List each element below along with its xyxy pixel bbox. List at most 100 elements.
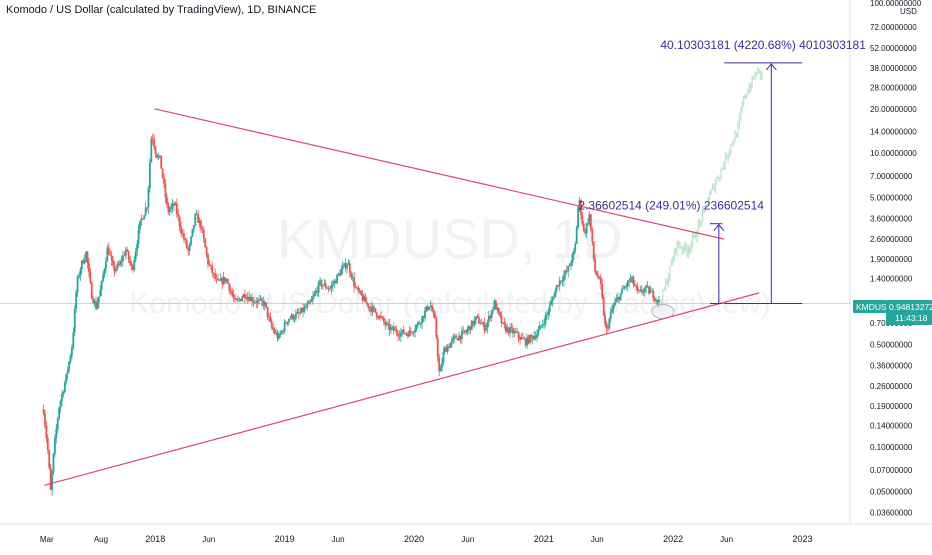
- candle-body: [107, 247, 110, 255]
- candle-body: [382, 317, 385, 322]
- candle-body: [412, 332, 415, 333]
- candle-body: [564, 270, 567, 275]
- candle-body: [381, 317, 384, 318]
- candle-body: [65, 373, 68, 383]
- candle-body: [463, 330, 466, 333]
- candle-body: [245, 298, 248, 300]
- candle-body: [306, 304, 309, 308]
- candle-body: [309, 301, 312, 303]
- candle-body: [313, 293, 316, 297]
- candle-body: [452, 337, 455, 340]
- candle-body: [329, 288, 331, 290]
- candle-body: [578, 200, 581, 207]
- candle-body: [422, 316, 425, 318]
- support-trendline[interactable]: [44, 292, 760, 486]
- candle-body: [526, 336, 528, 346]
- candle-body: [154, 146, 157, 155]
- candle-body: [324, 283, 327, 288]
- candle-body: [479, 323, 482, 325]
- candle-body: [295, 313, 297, 319]
- candle-body: [68, 361, 70, 371]
- candle-body: [122, 255, 124, 262]
- candle-body: [312, 296, 314, 300]
- candle-body: [131, 265, 134, 270]
- candle-body: [134, 251, 137, 260]
- candle-body: [153, 139, 156, 147]
- price-axis-label: 0.50000000: [870, 340, 913, 349]
- trendlines-group[interactable]: [44, 108, 760, 486]
- candle-body: [415, 325, 418, 330]
- candle-body: [140, 218, 143, 221]
- candle-body: [195, 213, 198, 215]
- candle-body: [330, 285, 333, 289]
- candle-body: [272, 327, 275, 330]
- candle-body: [626, 280, 629, 287]
- candle-body: [485, 327, 487, 331]
- candle-body: [597, 275, 599, 279]
- resistance-trendline[interactable]: [154, 108, 725, 240]
- candle-body: [72, 332, 75, 348]
- candle-body: [105, 261, 107, 269]
- candle-body: [496, 307, 499, 310]
- time-axis[interactable]: Mar Aug 2018 Jun 2019 Jun 2020 Jun 2021 Jun 2022 Ju…: [40, 534, 813, 544]
- candle-body: [405, 333, 408, 335]
- candle-body: [183, 233, 185, 240]
- candle-body: [62, 392, 65, 395]
- price-axis-label: 10.00000000: [870, 149, 917, 158]
- candle-body: [120, 261, 123, 262]
- target1-label[interactable]: 2.36602514 (249.01%) 236602514: [578, 199, 764, 213]
- candle-body: [151, 138, 154, 140]
- candle-body: [459, 335, 462, 340]
- candle-body: [548, 304, 551, 312]
- candle-body: [148, 162, 151, 188]
- candle-body: [299, 312, 302, 314]
- candle-body: [144, 207, 147, 216]
- candle-body: [160, 155, 163, 169]
- candle-body: [147, 187, 150, 208]
- candle-body: [443, 347, 446, 352]
- candle-body: [650, 290, 653, 292]
- candle-body: [486, 321, 489, 328]
- candle-body: [161, 168, 164, 178]
- candle-body: [462, 330, 465, 332]
- time-axis-label: 2021: [534, 534, 554, 544]
- candle-body: [414, 329, 416, 333]
- candle-body: [489, 315, 492, 319]
- candle-body: [363, 296, 365, 301]
- candle-body: [624, 286, 626, 289]
- candle-body: [570, 263, 572, 266]
- candle-body: [52, 453, 55, 473]
- candle-body: [51, 472, 53, 490]
- candle-body: [541, 323, 544, 326]
- candle-body: [560, 280, 562, 282]
- candle-body: [338, 273, 341, 276]
- candle-body: [513, 331, 516, 334]
- candle-body: [653, 298, 656, 301]
- price-axis-label: 0.05000000: [870, 487, 913, 496]
- candle-body: [546, 314, 548, 316]
- candle-body: [71, 347, 73, 356]
- candle-body: [297, 312, 300, 314]
- candle-body: [480, 323, 483, 325]
- candle-body: [585, 223, 588, 234]
- candle-body: [191, 228, 194, 237]
- candle-body: [112, 259, 114, 266]
- candle-body: [436, 337, 439, 358]
- candle-body: [540, 325, 543, 327]
- candle-body: [426, 306, 429, 310]
- candle-body: [283, 322, 286, 332]
- candle-body: [453, 335, 456, 338]
- candle-body: [458, 335, 460, 341]
- candle-body: [601, 283, 604, 298]
- candle-body: [584, 230, 587, 234]
- measure-group[interactable]: [709, 62, 803, 305]
- target2-label[interactable]: 40.10303181 (4220.68%) 4010303181: [660, 38, 866, 52]
- candle-body: [110, 255, 113, 260]
- candle-body: [424, 310, 426, 318]
- candle-body: [192, 225, 195, 229]
- candle-body: [253, 301, 256, 303]
- candle-body: [374, 308, 377, 313]
- price-badge-symbol-box: [853, 300, 886, 313]
